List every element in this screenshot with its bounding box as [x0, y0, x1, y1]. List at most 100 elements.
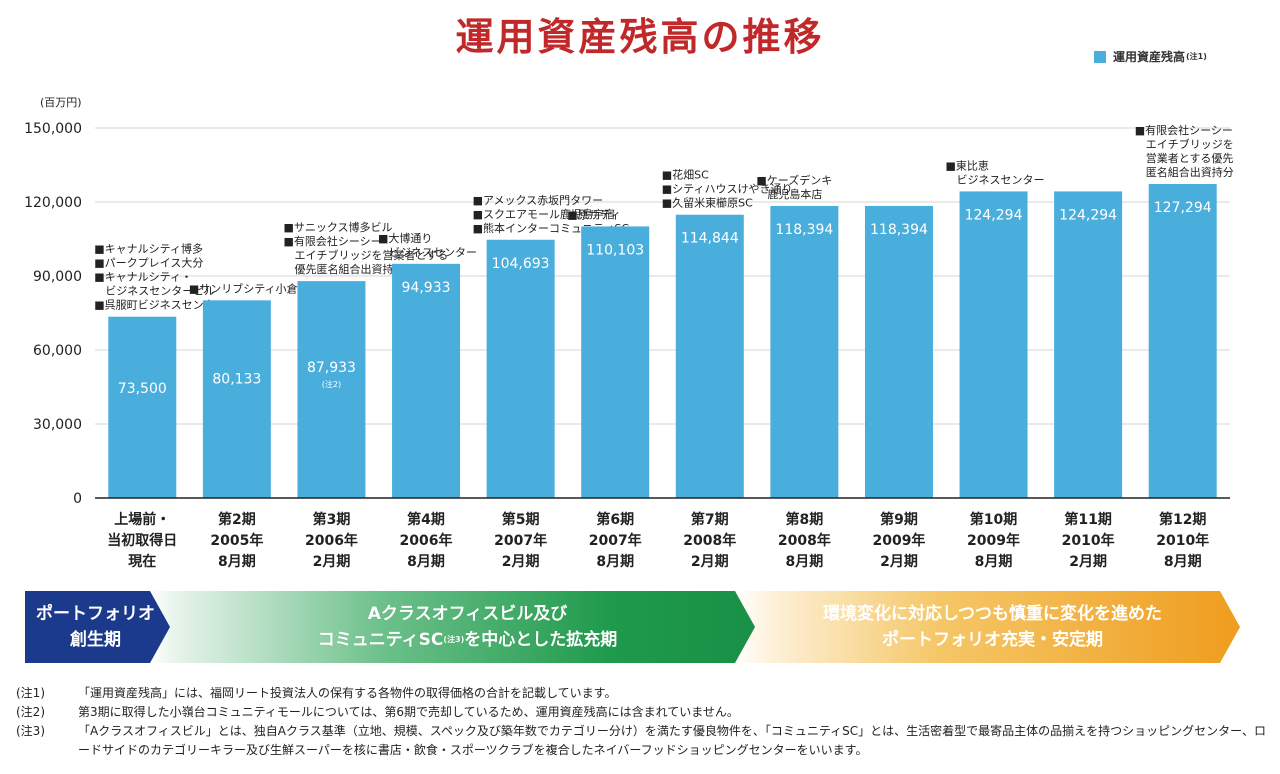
phase-2-line2a: コミュニティSC	[317, 630, 444, 650]
x-tick-label: 2月期	[691, 554, 729, 570]
footnote-text: 第3期に取得した小嶺台コミュニティモールについては、第6期で売却しているため、運…	[78, 705, 739, 719]
bar-annotation: ■原サティ	[567, 208, 621, 221]
x-tick-label: 2010年	[1062, 532, 1115, 549]
x-tick-label: 第11期	[1064, 511, 1111, 528]
x-tick-label: 第7期	[691, 511, 729, 528]
bar-value-label: 73,500	[118, 381, 167, 397]
legend-swatch	[1094, 50, 1106, 63]
bar-annotation: エイチブリッジを営業者とする	[283, 248, 448, 262]
x-tick-label: 第4期	[407, 511, 445, 528]
x-tick-label: 8月期	[596, 554, 634, 570]
phase-3-banner: 環境変化に対応しつつも慎重に変化を進めた ポートフォリオ充実・安定期	[735, 591, 1240, 663]
footnote-3: (注3) 「Aクラスオフィスビル」とは、独自Aクラス基準（立地、規模、スペック及…	[16, 722, 1271, 760]
x-tick-label: 2009年	[967, 532, 1020, 549]
phase-2-line1: Aクラスオフィスビル及び	[367, 604, 568, 624]
x-tick-label: 2007年	[494, 532, 547, 549]
bar-annotation: ■有限会社シーシー	[283, 234, 381, 248]
phase-2-banner: Aクラスオフィスビル及び コミュニティSC(注3)を中心とした拡充期	[150, 591, 765, 663]
bar-annotation: 匿名組合出資持分	[1135, 165, 1234, 179]
bar-annotation: ■花畑SC	[662, 169, 709, 182]
x-tick-label: 第5期	[502, 511, 540, 528]
x-tick-label: 第3期	[313, 511, 351, 528]
footnote-text: 「Aクラスオフィスビル」とは、独自Aクラス基準（立地、規模、スペック及び築年数で…	[78, 724, 1267, 757]
phase-2-note: (注3)	[443, 635, 465, 644]
legend-label: 運用資産残高	[1113, 50, 1186, 64]
legend: 運用資産残高 (注1)	[1094, 48, 1207, 65]
bar	[581, 226, 650, 498]
footnote-2: (注2) 第3期に取得した小嶺台コミュニティモールについては、第6期で売却してい…	[16, 703, 1271, 722]
bar-annotation: ■ケーズデンキ	[756, 173, 832, 187]
footnote-label: (注1)	[16, 686, 45, 700]
bar-value-label: 118,394	[870, 222, 928, 238]
bar	[108, 316, 177, 498]
bar-value-label: 80,133	[212, 371, 261, 387]
bar	[297, 281, 366, 498]
bar	[1148, 184, 1217, 499]
bar-annotation: 鹿児島本店	[756, 187, 822, 201]
x-tick-label: 8月期	[975, 554, 1013, 570]
x-tick-label: 2月期	[880, 554, 918, 570]
y-tick-label: 120,000	[24, 195, 82, 211]
bar-annotation: 営業者とする優先	[1135, 151, 1234, 165]
x-tick-label: 第9期	[880, 511, 918, 528]
x-tick-label: 2005年	[210, 532, 263, 549]
y-tick-label: 0	[73, 491, 82, 507]
bar-annotation: ■キャナルシティ博多	[94, 242, 203, 256]
bar-annotation: ビジネスセンター	[378, 246, 477, 259]
bar-value-label: 124,294	[1059, 207, 1117, 223]
bar-value-label: 127,294	[1154, 200, 1212, 216]
bar-value-label: 110,103	[586, 242, 644, 258]
bar-value-label: 104,693	[492, 256, 550, 272]
bar-annotation: ■呉服町ビジネスセンター	[94, 299, 225, 312]
y-tick-label: 30,000	[33, 417, 82, 433]
bar-value-label: 87,933	[307, 360, 356, 376]
bar	[486, 239, 555, 498]
chart-title: 運用資産残高の推移	[455, 15, 825, 59]
bar	[770, 205, 839, 498]
footnote-text: 「運用資産残高」には、福岡リート投資法人の保有する各物件の取得価格の合計を記載し…	[78, 686, 617, 700]
x-tick-label: 2007年	[589, 532, 642, 549]
bar-chart: 0 30,000 60,000 90,000 120,000 150,000 (百万円) 73…	[24, 96, 1234, 570]
x-tick-label: 2月期	[502, 554, 540, 570]
x-tick-label: 現在	[128, 553, 156, 570]
bar-annotation: ■久留米東櫛原SC	[662, 196, 753, 210]
bar-annotation: ■サニックス博多ビル	[283, 220, 392, 234]
x-tick-label: 8月期	[407, 554, 445, 570]
bar	[675, 214, 744, 498]
footnotes: (注1) 「運用資産残高」には、福岡リート投資法人の保有する各物件の取得価格の合…	[16, 684, 1271, 760]
phase-2-line2b: を中心とした拡充期	[464, 630, 618, 650]
bar-annotation: ■シティハウスけやき通り	[662, 183, 793, 196]
x-tick-label: 第6期	[596, 511, 634, 528]
bar-annotation: ビジネスセンタービル	[94, 285, 215, 298]
bar-value-label: 114,844	[681, 231, 739, 247]
bar-value-label: 94,933	[402, 280, 451, 296]
y-tick-label: 150,000	[24, 121, 82, 137]
x-tick-label: 2006年	[400, 532, 453, 549]
x-tick-label: 2008年	[778, 532, 831, 549]
bar-value-note: (注2)	[322, 379, 341, 389]
bar-annotation: ■有限会社シーシー	[1135, 123, 1233, 137]
bar-annotation: ■サンリブシティ小倉	[189, 281, 298, 295]
phase-1-line2: 創生期	[70, 630, 121, 650]
phase-1-banner: ポートフォリオ 創生期	[25, 591, 180, 663]
x-tick-label: 第2期	[218, 511, 256, 528]
x-tick-label: 2月期	[313, 554, 351, 570]
bar-annotation: 優先匿名組合出資持分	[283, 262, 404, 276]
x-tick-label: 8月期	[786, 554, 824, 570]
footnote-label: (注3)	[16, 724, 45, 738]
phase-3-line1: 環境変化に対応しつつも慎重に変化を進めた	[823, 604, 1162, 624]
bar-annotation: ■東比恵	[946, 158, 989, 172]
bar-annotation: ■アメックス赤坂門タワー	[473, 194, 604, 207]
phase-3-line2: ポートフォリオ充実・安定期	[881, 630, 1103, 650]
x-tick-label: 第10期	[970, 511, 1017, 528]
phase-2-line2: コミュニティSC(注3)を中心とした拡充期	[318, 627, 618, 653]
bar	[1054, 191, 1123, 498]
y-tick-label: 60,000	[33, 343, 82, 359]
bar-annotation: ■大博通り	[378, 231, 432, 245]
bar	[959, 191, 1028, 498]
bar-annotation: ■キャナルシティ・	[94, 271, 192, 284]
bar	[202, 300, 271, 498]
x-tick-label: 2006年	[305, 532, 358, 549]
y-axis-unit: (百万円)	[40, 96, 82, 109]
x-tick-label: 2月期	[1069, 554, 1107, 570]
